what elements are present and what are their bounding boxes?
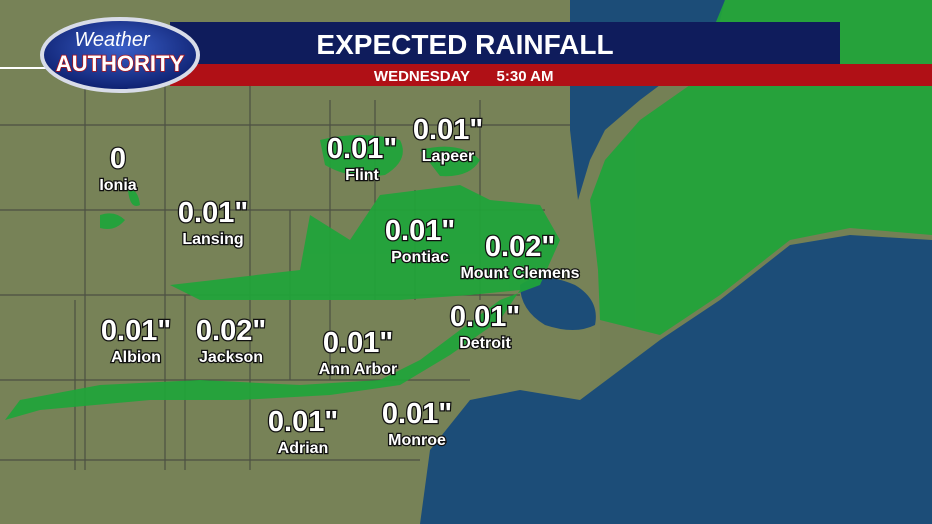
rain-amount: 0.01"	[178, 197, 248, 229]
city-labels: 0 Ionia 0.01" Lansing 0.01" Flint 0.01" Lapeer 0…	[98, 113, 581, 459]
city-name: Jackson	[199, 349, 263, 366]
rain-amount: 0.01"	[327, 133, 397, 165]
logo-bottom: AUTHORITY	[56, 51, 185, 76]
day: WEDNESDAY	[374, 68, 470, 85]
rain-amount: 0.02"	[196, 315, 266, 347]
city-name: Albion	[111, 349, 161, 366]
city-name: Monroe	[388, 432, 446, 449]
city-name: Ionia	[99, 177, 136, 194]
rain-amount: 0.02"	[485, 231, 555, 263]
city-name: Mount Clemens	[460, 265, 579, 282]
title: EXPECTED RAINFALL	[316, 29, 613, 60]
lake-erie	[420, 235, 932, 524]
time-band	[170, 64, 932, 86]
logo	[40, 17, 200, 93]
rain-amount: 0.01"	[450, 301, 520, 333]
city-name: Ann Arbor	[319, 361, 398, 378]
city-name: Lapeer	[422, 148, 474, 165]
rain-amount: 0.01"	[413, 114, 483, 146]
rain-amount: 0	[110, 143, 126, 175]
rain-amount: 0.01"	[323, 327, 393, 359]
rain-amount: 0.01"	[382, 398, 452, 430]
city-name: Adrian	[278, 440, 329, 457]
lake-st-clair	[520, 277, 596, 330]
city-name: Lansing	[182, 231, 243, 248]
city-name: Detroit	[459, 335, 511, 352]
rain-amount: 0.01"	[385, 215, 455, 247]
city-name: Flint	[345, 167, 379, 184]
logo-top: Weather	[74, 29, 151, 51]
time: 5:30 AM	[497, 68, 554, 85]
rain-amount: 0.01"	[268, 406, 338, 438]
title-band	[170, 22, 840, 64]
rain-amount: 0.01"	[101, 315, 171, 347]
city-name: Pontiac	[391, 249, 449, 266]
